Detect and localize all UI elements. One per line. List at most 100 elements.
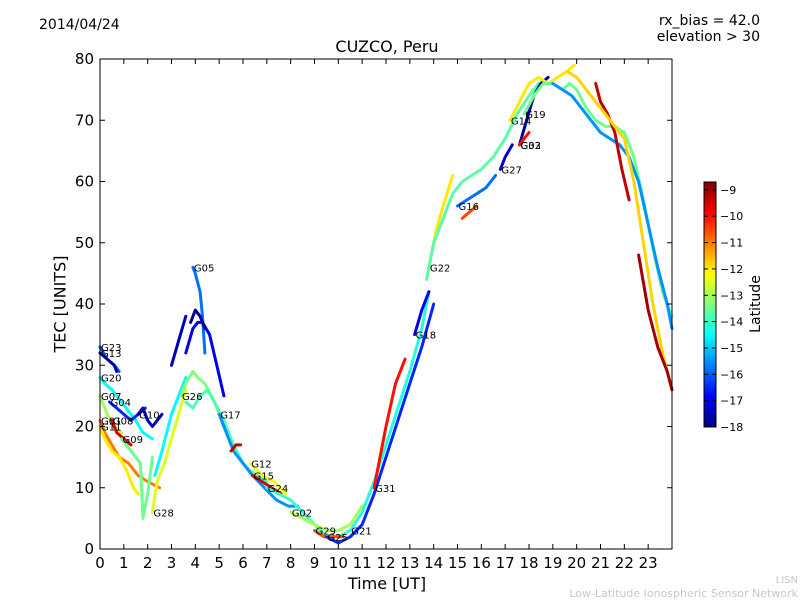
x-tick-label: 5 — [214, 554, 224, 572]
series-line-g09 — [120, 437, 154, 520]
series-line-g01 — [98, 418, 162, 490]
prn-label: G29 — [316, 527, 336, 538]
colorbar-tick-label: −10 — [720, 210, 743, 223]
colorbar-tick-label: −16 — [720, 368, 743, 381]
prn-label: G03 — [521, 141, 541, 152]
x-tick-label: 18 — [519, 554, 538, 572]
credit-long: Low-Latitude Ionospheric Sensor Network — [569, 587, 798, 600]
prn-label: G12 — [251, 459, 271, 470]
y-tick-label: 80 — [75, 50, 94, 68]
prn-label: G10 — [139, 410, 159, 421]
y-tick-label: 0 — [84, 540, 94, 558]
prn-label: G23 — [101, 343, 121, 354]
x-tick-label: 17 — [496, 554, 515, 572]
colorbar-bar — [703, 181, 717, 428]
x-tick-label: 23 — [639, 554, 658, 572]
x-tick-label: 3 — [167, 554, 177, 572]
elevation-label: elevation > 30 — [656, 29, 760, 45]
colorbar-tick-label: −9 — [720, 184, 736, 197]
prn-label: G08 — [113, 416, 133, 427]
prn-label: G02 — [292, 508, 312, 519]
series-line-g13 — [98, 351, 119, 373]
prn-label: G19 — [525, 110, 545, 121]
series-line-g14 — [508, 63, 576, 122]
series-line-g15 — [251, 474, 283, 496]
series-line-gr2 — [637, 253, 674, 392]
prn-label: G09 — [123, 435, 143, 446]
x-axis-label: Time [UT] — [347, 574, 427, 593]
series-line-g25 — [324, 302, 436, 545]
x-tick-label: 11 — [353, 554, 372, 572]
prn-label: G32 — [521, 141, 541, 152]
y-axis: 0 10 20 30 40 50 60 70 80 — [75, 50, 672, 558]
prn-label: G21 — [351, 527, 371, 538]
x-tick-label: 13 — [400, 554, 419, 572]
series-line-g28b — [153, 376, 188, 477]
x-tick-label: 1 — [119, 554, 129, 572]
y-tick-label: 40 — [75, 295, 94, 313]
series-line-g19b — [551, 82, 674, 330]
colorbar-tick-label: −15 — [720, 342, 743, 355]
credit-short: LISN — [775, 575, 798, 586]
prn-label: G27 — [501, 165, 521, 176]
prn-label: G18 — [416, 331, 436, 342]
date-label: 2014/04/24 — [39, 17, 120, 33]
prn-label: G25 — [327, 533, 347, 544]
series-line-g10 — [136, 406, 164, 428]
prn-label: G22 — [430, 263, 450, 274]
series-line-gy1 — [565, 69, 674, 392]
series-line-g18 — [413, 290, 431, 337]
chart-title: CUZCO, Peru — [335, 37, 439, 56]
x-tick-label: 8 — [286, 554, 296, 572]
series-line-g31 — [372, 357, 407, 490]
series-line-g12 — [248, 461, 288, 496]
x-tick-label: 4 — [191, 554, 201, 572]
series-line-g16r — [460, 204, 479, 220]
prn-label: G28 — [153, 508, 173, 519]
prn-label: G01 — [101, 416, 121, 427]
colorbar-tick-label: −17 — [720, 395, 743, 408]
prn-label: G24 — [268, 484, 288, 495]
y-tick-label: 60 — [75, 173, 94, 191]
y-tick-label: 50 — [75, 234, 94, 252]
prn-label: G05 — [194, 263, 214, 274]
series-line-g27 — [498, 143, 514, 171]
y-tick-label: 30 — [75, 356, 94, 374]
series-line-g02 — [289, 504, 364, 533]
colorbar-tick-label: −14 — [720, 316, 743, 329]
prn-label: G11 — [101, 423, 121, 434]
prn-label: G17 — [220, 410, 240, 421]
colorbar-tick-label: −12 — [720, 263, 743, 276]
rx-bias-label: rx_bias = 42.0 — [658, 13, 760, 29]
y-tick-label: 20 — [75, 418, 94, 436]
colorbar: −9 −10 −11 −12 −13 −14 −15 −16 −17 −18 — [703, 181, 743, 434]
prn-label: G31 — [375, 484, 395, 495]
colorbar-tick-label: −18 — [720, 421, 743, 434]
x-axis: 0 1 2 3 4 5 6 7 8 9 10 11 12 13 14 15 16 17 18 19 20 21 22 23 — [95, 59, 658, 572]
x-tick-label: 2 — [143, 554, 153, 572]
series-line-g28 — [150, 388, 188, 514]
series-line-g21 — [348, 290, 431, 533]
x-tick-label: 10 — [329, 554, 348, 572]
x-tick-label: 0 — [95, 554, 105, 572]
prn-label: G14 — [511, 116, 531, 127]
prn-label: G15 — [254, 472, 274, 483]
prn-label: G26 — [182, 392, 202, 403]
x-tick-label: 14 — [424, 554, 443, 572]
series-line-g05 — [191, 265, 207, 355]
prn-label: G07 — [101, 392, 121, 403]
prn-label: G13 — [101, 349, 121, 360]
prn-label: G04 — [111, 398, 131, 409]
x-tick-label: 16 — [472, 554, 491, 572]
colorbar-tick-label: −13 — [720, 289, 743, 302]
series-line-g08 — [110, 418, 133, 447]
prn-label: G16 — [459, 202, 479, 213]
series-line-g32 — [518, 131, 531, 147]
series-line-g11 — [98, 425, 140, 496]
series-line-g16 — [456, 173, 498, 208]
series-line-g05c — [189, 308, 207, 330]
x-tick-label: 7 — [262, 554, 272, 572]
series-layer — [98, 63, 674, 545]
